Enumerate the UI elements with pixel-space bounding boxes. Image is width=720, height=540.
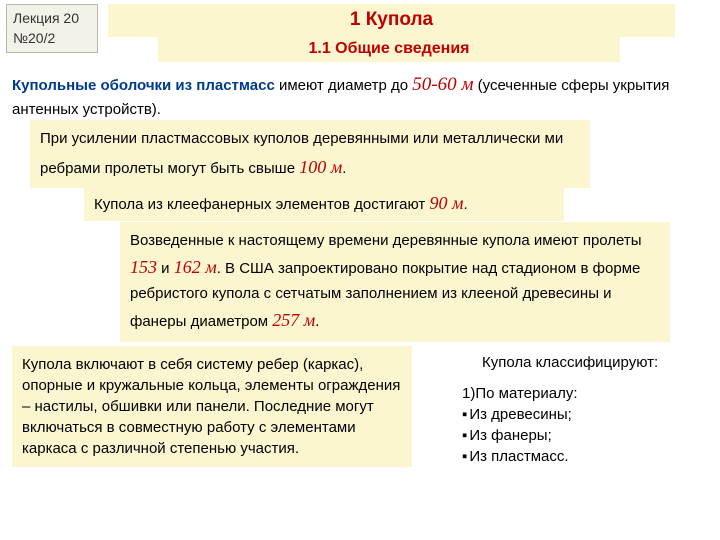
subtitle-band: 1.1 Общие сведения	[158, 36, 620, 62]
highlight-box-2: Купола из клеефанерных элементов достига…	[84, 186, 564, 221]
classify-sub-1: Из древесины;	[462, 404, 702, 425]
box2-number: 90 м	[429, 193, 463, 213]
box3-n3: 257 м	[272, 310, 315, 330]
lecture-line1: Лекция 20	[13, 9, 91, 29]
lecture-line2: №20/2	[13, 29, 91, 49]
intro-number: 50-60 м	[412, 74, 473, 95]
intro-paragraph: Купольные оболочки из пластмасс имеют ди…	[12, 72, 690, 120]
box3-n1: 153	[130, 257, 157, 277]
highlight-box-1: При усилении пластмассовых куполов дерев…	[30, 120, 590, 188]
box1-t2: .	[342, 160, 346, 177]
classify-header: Купола классифицируют:	[482, 352, 702, 373]
classify-sub-3: Из пластмасс.	[462, 446, 702, 467]
box3-t4: .	[315, 313, 319, 330]
page-title: 1 Купола	[108, 7, 675, 34]
highlight-box-3: Возведенные к настоящему времени деревян…	[120, 222, 670, 342]
box2-t2: .	[463, 196, 467, 213]
intro-t1: имеют диаметр до	[275, 77, 412, 94]
box2-t1: Купола из клеефанерных элементов достига…	[94, 196, 429, 213]
box3-t2: и	[157, 260, 174, 277]
classify-list: 1)По материалу: Из древесины; Из фанеры;…	[462, 383, 702, 467]
title-band: 1 Купола	[108, 4, 675, 37]
box1-number: 100 м	[299, 157, 342, 177]
classify-sublist: Из древесины; Из фанеры; Из пластмасс.	[462, 404, 702, 467]
lecture-number-box: Лекция 20 №20/2	[6, 4, 98, 53]
classification-block: Купола классифицируют: 1)По материалу: И…	[462, 352, 702, 469]
intro-bold: Купольные оболочки из пластмасс	[12, 77, 275, 94]
classify-item-1: 1)По материалу: Из древесины; Из фанеры;…	[462, 383, 702, 467]
classify-sub-2: Из фанеры;	[462, 425, 702, 446]
page-subtitle: 1.1 Общие сведения	[158, 38, 620, 60]
box3-n2: 162 м	[174, 257, 217, 277]
components-paragraph: Купола включают в себя систему ребер (ка…	[12, 346, 412, 467]
box3-t1: Возведенные к настоящему времени деревян…	[130, 232, 642, 249]
